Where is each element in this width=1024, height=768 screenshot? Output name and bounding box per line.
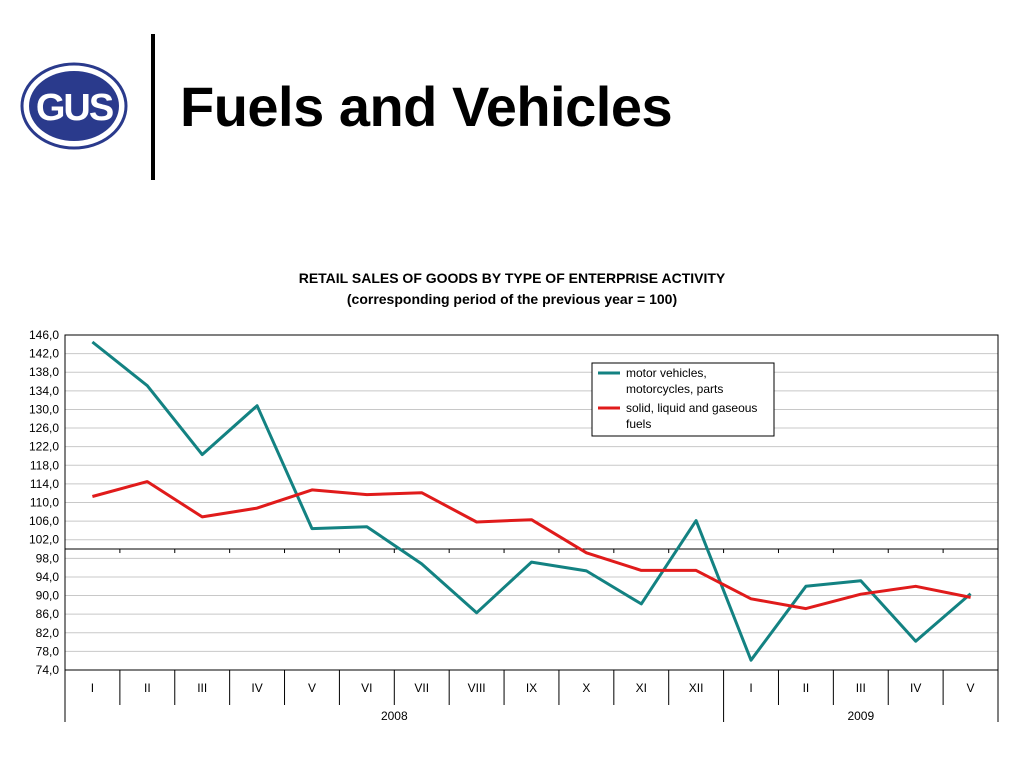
title-divider: [151, 34, 155, 180]
y-tick-label: 134,0: [29, 384, 59, 398]
x-tick-label: III: [197, 681, 207, 695]
x-tick-label: XI: [636, 681, 647, 695]
x-tick-label: V: [308, 681, 316, 695]
y-tick-label: 82,0: [36, 626, 60, 640]
y-tick-label: 138,0: [29, 365, 59, 379]
y-tick-label: 110,0: [30, 496, 59, 510]
chart-subtitle: (corresponding period of the previous ye…: [346, 291, 678, 307]
y-tick-label: 102,0: [29, 533, 59, 547]
x-tick-label: I: [749, 681, 752, 695]
gus-logo: GUS: [20, 62, 128, 150]
x-tick-label: VI: [361, 681, 372, 695]
y-tick-label: 130,0: [29, 402, 59, 416]
y-tick-label: 78,0: [36, 644, 60, 658]
y-tick-label: 98,0: [36, 551, 60, 565]
x-tick-label: X: [582, 681, 590, 695]
y-tick-label: 94,0: [36, 570, 60, 584]
series-line-2: [92, 480, 971, 611]
y-tick-label: 146,0: [29, 328, 59, 342]
y-tick-label: 114,0: [30, 477, 59, 491]
logo-text: GUS: [36, 87, 113, 129]
y-tick-label: 90,0: [36, 589, 60, 603]
x-tick-label: III: [856, 681, 866, 695]
x-tick-label: IX: [526, 681, 537, 695]
legend-label: fuels: [626, 417, 651, 431]
x-tick-label: II: [803, 681, 810, 695]
x-tick-label: XII: [689, 681, 704, 695]
legend-label: motorcycles, parts: [626, 382, 723, 396]
x-tick-label: VII: [414, 681, 429, 695]
y-tick-label: 126,0: [29, 421, 59, 435]
x-tick-label: VIII: [468, 681, 486, 695]
chart-title: RETAIL SALES OF GOODS BY TYPE OF ENTERPR…: [298, 270, 726, 286]
legend-label: motor vehicles,: [626, 366, 707, 380]
y-tick-label: 106,0: [29, 514, 59, 528]
y-tick-label: 86,0: [36, 607, 60, 621]
x-tick-label: II: [144, 681, 151, 695]
x-tick-label: IV: [910, 681, 921, 695]
legend-label: solid, liquid and gaseous: [626, 401, 757, 415]
y-tick-label: 142,0: [29, 347, 59, 361]
x-tick-label: IV: [251, 681, 262, 695]
y-tick-label: 118,0: [30, 458, 59, 472]
series-line-1: [91, 340, 972, 662]
year-label: 2009: [847, 709, 874, 723]
y-tick-label: 74,0: [36, 663, 60, 677]
y-tick-label: 122,0: [29, 440, 59, 454]
plot-area: [64, 334, 999, 671]
legend: [591, 362, 775, 437]
year-label: 2008: [381, 709, 408, 723]
x-tick-label: V: [967, 681, 975, 695]
x-tick-label: I: [91, 681, 94, 695]
page-title: Fuels and Vehicles: [180, 75, 673, 138]
